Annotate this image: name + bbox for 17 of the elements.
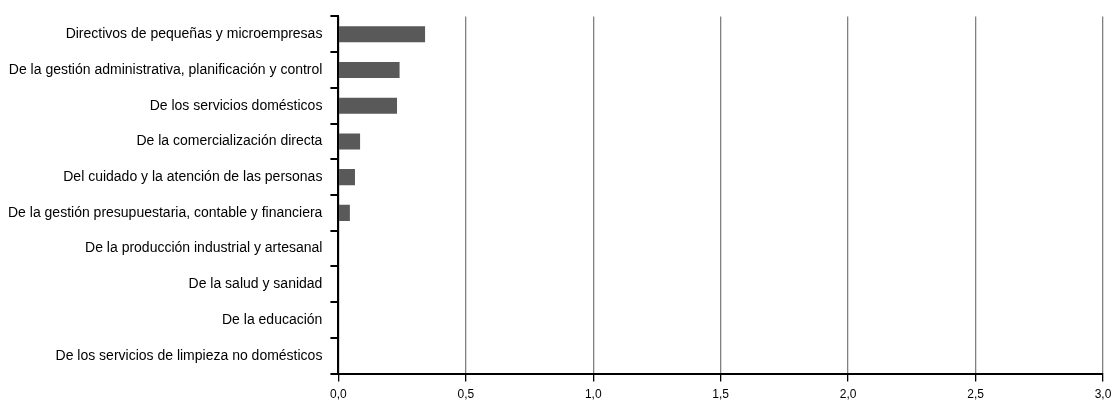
y-tick-label: Directivos de pequeñas y microempresas [65,25,323,42]
y-tick-label: De la comercialización directa [136,132,323,149]
y-tick-label: De los servicios de limpieza no domésticos [55,346,323,363]
x-tick-label: 1,5 [712,387,730,402]
x-tick-label: 0,0 [330,387,348,402]
y-tick-label: De la producción industrial y artesanal [85,239,323,256]
y-tick-label: De la educación [222,310,323,327]
y-tick-label: De la gestión administrativa, planificación y control [8,60,323,77]
x-tick-label: 3,0 [1094,387,1112,402]
x-tick-label: 2,5 [967,387,985,402]
y-tick-label: De la gestión presupuestaria, contable y financiera [7,203,323,220]
x-tick-label: 1,0 [584,387,602,402]
x-tick-label: 2,0 [839,387,857,402]
y-tick-label: De los servicios domésticos [149,96,323,113]
y-tick-label: De la salud y sanidad [188,275,323,292]
y-tick-label: Del cuidado y la atención de las personas [63,168,323,184]
x-tick-label: 0,5 [457,387,475,402]
